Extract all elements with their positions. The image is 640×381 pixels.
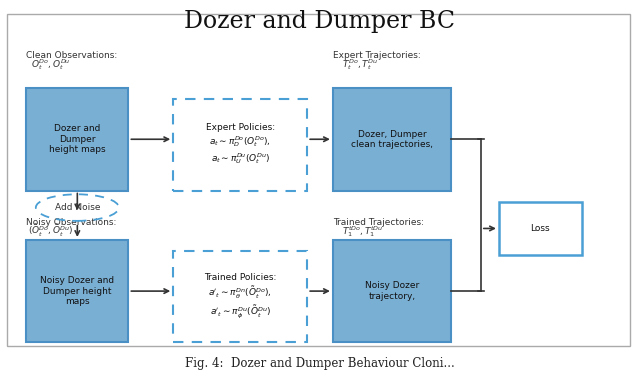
FancyBboxPatch shape <box>173 251 307 343</box>
FancyBboxPatch shape <box>26 88 129 190</box>
FancyBboxPatch shape <box>333 88 451 190</box>
Text: Fig. 4:  Dozer and Dumper Behaviour Cloni...: Fig. 4: Dozer and Dumper Behaviour Cloni… <box>185 357 455 370</box>
Text: Add Noise: Add Noise <box>54 203 100 212</box>
Text: Noisy Dozer and
Dumper height
maps: Noisy Dozer and Dumper height maps <box>40 276 115 306</box>
Text: Expert Policies:
$a_t \sim \pi_D^{Do}(O_t^{Do})$,
$a_t \sim \pi_U^{Du}(O_t^{Du}): Expert Policies: $a_t \sim \pi_D^{Do}(O_… <box>205 123 275 166</box>
Text: $(\tilde{O}_t^{Do}, \tilde{O}_t^{Du})$: $(\tilde{O}_t^{Do}, \tilde{O}_t^{Du})$ <box>28 223 73 239</box>
FancyBboxPatch shape <box>499 202 582 255</box>
Text: Trained Trajectories:: Trained Trajectories: <box>333 218 424 227</box>
Text: $T_1^{tDo}, T_1^{tDu}$: $T_1^{tDo}, T_1^{tDu}$ <box>342 224 384 239</box>
Text: Dozer and Dumper BC: Dozer and Dumper BC <box>184 10 456 33</box>
FancyBboxPatch shape <box>333 240 451 343</box>
FancyBboxPatch shape <box>173 99 307 190</box>
Text: Dozer and
Dumper
height maps: Dozer and Dumper height maps <box>49 124 106 154</box>
Text: Trained Policies:
$a'_t \sim \pi_\theta^{Dn}(\tilde{O}_t^{Do})$,
$a'_t \sim \pi_: Trained Policies: $a'_t \sim \pi_\theta^… <box>204 274 276 320</box>
Text: Dozer, Dumper
clean trajectories,: Dozer, Dumper clean trajectories, <box>351 130 433 149</box>
Text: Noisy Dozer
trajectory,: Noisy Dozer trajectory, <box>365 282 419 301</box>
Text: Loss: Loss <box>531 224 550 233</box>
Text: Noisy Observations:: Noisy Observations: <box>26 218 116 227</box>
FancyBboxPatch shape <box>7 14 630 346</box>
FancyBboxPatch shape <box>26 240 129 343</box>
Text: Expert Trajectories:: Expert Trajectories: <box>333 51 420 59</box>
Text: $O_t^{Do}, O_t^{Du}$: $O_t^{Do}, O_t^{Du}$ <box>31 57 71 72</box>
Text: Clean Observations:: Clean Observations: <box>26 51 118 59</box>
Text: $T_t^{Do}, T_t^{Du}$: $T_t^{Do}, T_t^{Du}$ <box>342 57 379 72</box>
